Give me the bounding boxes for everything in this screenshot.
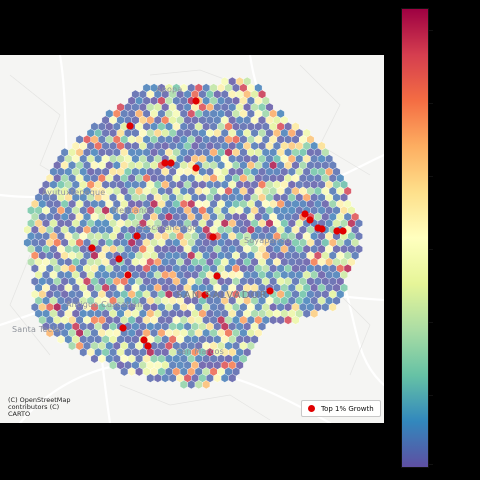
top-growth-marker xyxy=(161,159,169,167)
top-growth-marker xyxy=(201,291,209,299)
top-growth-marker xyxy=(167,159,175,167)
top-growth-marker xyxy=(266,287,274,295)
top-growth-marker xyxy=(124,271,132,279)
top-growth-marker xyxy=(339,227,347,235)
place-label-santa-tecla: Santa Tecla xyxy=(12,325,60,334)
hex-cell xyxy=(179,380,188,390)
top-growth-marker xyxy=(213,272,221,280)
hex-cell xyxy=(127,367,136,377)
top-growth-marker xyxy=(209,233,217,241)
top-growth-marker xyxy=(119,324,127,332)
map-attribution: (C) OpenStreetMap contributors (C) CARTO xyxy=(8,396,71,419)
top-growth-marker xyxy=(192,97,200,105)
hex-cell xyxy=(269,315,278,325)
hex-cell xyxy=(228,373,237,383)
legend-label: Top 1% Growth xyxy=(321,404,374,413)
place-label-antiguo-cuscatlan: Antiguo Cuscatlán xyxy=(66,300,143,309)
hex-cell xyxy=(120,367,129,377)
hex-cell xyxy=(276,315,285,325)
colorbar-gradient xyxy=(402,9,428,467)
colorbar-tick xyxy=(429,322,433,323)
colorbar-tick xyxy=(429,30,433,31)
top-growth-marker xyxy=(306,216,314,224)
hex-cell xyxy=(194,380,203,390)
colorbar xyxy=(401,8,429,468)
legend: Top 1% Growth xyxy=(301,400,381,417)
legend-marker-icon xyxy=(308,405,315,412)
top-growth-marker xyxy=(133,232,141,240)
hex-cell xyxy=(90,354,99,364)
top-growth-marker xyxy=(144,342,152,350)
hex-cell xyxy=(328,302,337,312)
attribution-line: CARTO xyxy=(8,410,31,419)
colorbar-tick xyxy=(429,176,433,177)
colorbar-tick xyxy=(429,464,433,465)
hex-cell xyxy=(291,315,300,325)
top-growth-marker xyxy=(88,244,96,252)
hex-cell xyxy=(135,367,144,377)
place-label-ayutuxtepeque: Ayutuxtepeque xyxy=(42,188,106,197)
place-label-soyapango: Soyapango xyxy=(244,236,291,245)
top-growth-marker xyxy=(115,255,123,263)
top-growth-marker xyxy=(192,164,200,172)
place-label-san-marcos: San Marcos xyxy=(176,347,224,356)
place-label-mejicanos: Mejicanos xyxy=(112,206,154,215)
top-growth-marker xyxy=(140,336,148,344)
place-label-apopa: Apopa xyxy=(156,85,183,94)
colorbar-tick xyxy=(429,249,433,250)
colorbar-tick xyxy=(429,395,433,396)
hex-cell xyxy=(284,315,292,325)
place-label-san-salvador: SAN SALVADOR xyxy=(176,290,268,301)
hex-cell xyxy=(68,341,77,351)
map-panel[interactable]: Apopa Mejicanos Cuscatancingo Ayutuxtepe… xyxy=(0,55,384,423)
hex-cell xyxy=(321,302,330,312)
hex-cell xyxy=(187,380,196,390)
attribution-line: contributors (C) xyxy=(8,403,60,412)
top-growth-marker xyxy=(333,227,341,235)
top-growth-marker xyxy=(318,225,326,233)
hex-cell xyxy=(202,380,211,390)
attribution-line: (C) OpenStreetMap xyxy=(8,396,71,404)
hex-grid xyxy=(23,76,363,390)
top-growth-marker xyxy=(301,210,309,218)
top-growth-marker xyxy=(126,122,134,130)
hex-cell xyxy=(310,309,319,319)
hex-cell xyxy=(98,354,106,364)
colorbar-tick xyxy=(429,103,433,104)
place-label-cuscatancingo: Cuscatancingo xyxy=(136,223,198,232)
